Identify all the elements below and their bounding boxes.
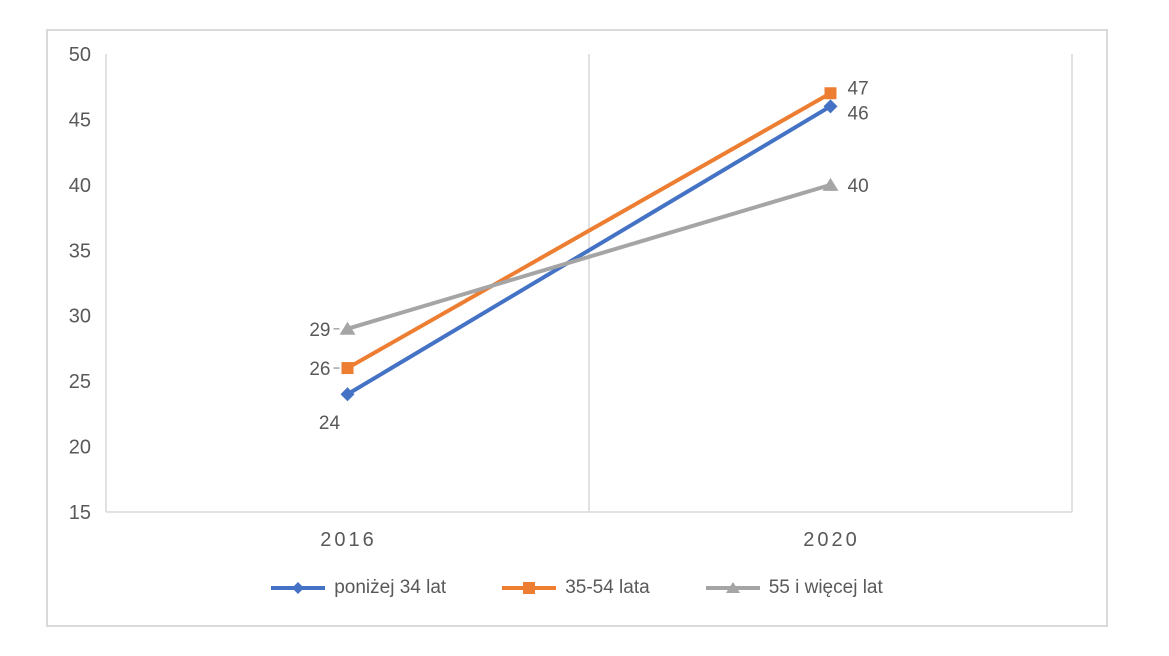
data-label: 40 bbox=[848, 176, 869, 197]
legend-label: 55 i więcej lat bbox=[768, 577, 883, 598]
chart-area: 50 45 40 35 30 25 20 15 2016 2020 24 46 26 47 29 40 pon… bbox=[46, 29, 1108, 627]
legend-triangle-marker-icon bbox=[705, 582, 760, 593]
chart-legend: poniżej 34 lat 35-54 lata 55 i więcej lat bbox=[48, 577, 1106, 599]
series-line bbox=[346, 182, 832, 331]
y-tick-label: 40 bbox=[69, 175, 91, 197]
y-tick-label: 45 bbox=[69, 109, 91, 131]
x-category-label: 2020 bbox=[803, 529, 860, 551]
legend-label: poniżej 34 lat bbox=[334, 577, 447, 598]
x-category-label: 2016 bbox=[320, 529, 377, 551]
legend-item-2: 35-54 lata bbox=[502, 577, 650, 599]
data-label: 26 bbox=[309, 359, 330, 380]
legend-item-3: 55 i więcej lat bbox=[705, 577, 883, 599]
square-marker-icon bbox=[824, 87, 837, 100]
diamond-marker-icon bbox=[823, 99, 838, 114]
legend-diamond-marker-icon bbox=[271, 582, 326, 594]
y-tick-label: 25 bbox=[69, 371, 91, 393]
diamond-marker-icon bbox=[292, 582, 305, 594]
triangle-marker-icon bbox=[339, 321, 356, 335]
triangle-marker-icon bbox=[725, 582, 740, 593]
line-chart-plot: 50 45 40 35 30 25 20 15 2016 2020 24 46 26 47 29 40 bbox=[69, 44, 1073, 551]
triangle-marker-icon bbox=[822, 177, 839, 191]
y-tick-label: 15 bbox=[69, 502, 91, 524]
legend-square-marker-icon bbox=[502, 582, 557, 594]
series-line bbox=[346, 104, 832, 396]
square-marker-icon bbox=[523, 582, 536, 594]
y-tick-label: 35 bbox=[69, 240, 91, 262]
y-tick-label: 30 bbox=[69, 306, 91, 328]
data-label: 29 bbox=[309, 320, 330, 341]
data-label: 46 bbox=[848, 103, 869, 124]
legend-item-1: poniżej 34 lat bbox=[271, 577, 446, 599]
series-line bbox=[346, 91, 832, 370]
y-tick-label: 50 bbox=[69, 44, 91, 66]
diamond-marker-icon bbox=[340, 387, 355, 402]
data-label: 24 bbox=[319, 413, 341, 434]
square-marker-icon bbox=[341, 362, 354, 375]
legend-label: 35-54 lata bbox=[565, 577, 650, 598]
data-label: 47 bbox=[848, 78, 869, 99]
y-tick-label: 20 bbox=[69, 437, 91, 459]
